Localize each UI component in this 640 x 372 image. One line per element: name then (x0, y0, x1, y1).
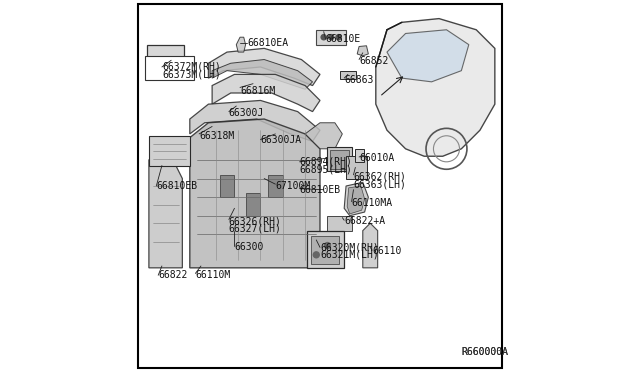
Text: 66822+A: 66822+A (344, 217, 385, 226)
Bar (312, 236, 339, 264)
Circle shape (321, 35, 326, 40)
Bar (220, 175, 234, 197)
Text: 66810EA: 66810EA (248, 38, 289, 48)
Text: 66373M(LH): 66373M(LH) (162, 70, 221, 79)
Polygon shape (236, 37, 246, 52)
Polygon shape (363, 223, 378, 268)
Text: 66300J: 66300J (229, 109, 264, 118)
Text: 66863: 66863 (344, 75, 374, 85)
Circle shape (336, 35, 341, 40)
Circle shape (324, 243, 330, 248)
Text: 66327(LH): 66327(LH) (229, 224, 282, 234)
Bar (149, 136, 190, 166)
Circle shape (314, 252, 319, 258)
Bar (340, 71, 356, 79)
Polygon shape (328, 216, 351, 231)
Polygon shape (347, 186, 365, 214)
Polygon shape (316, 30, 346, 45)
Bar (268, 175, 283, 197)
FancyBboxPatch shape (145, 56, 193, 80)
Polygon shape (387, 30, 468, 82)
Text: 66326(RH): 66326(RH) (229, 217, 282, 226)
Text: 66110MA: 66110MA (351, 198, 393, 208)
Bar (246, 193, 260, 216)
Text: 66810E: 66810E (326, 34, 361, 44)
Text: 66810EB: 66810EB (300, 185, 340, 195)
Text: 66321M(LH): 66321M(LH) (320, 250, 379, 260)
Polygon shape (149, 156, 182, 268)
Text: 66822: 66822 (158, 270, 188, 280)
Bar (346, 156, 367, 179)
Text: 66810EB: 66810EB (156, 181, 198, 191)
Polygon shape (344, 182, 369, 216)
Text: 66318M: 66318M (199, 131, 234, 141)
Polygon shape (305, 123, 342, 149)
Text: 66110: 66110 (372, 246, 401, 256)
Bar (328, 147, 351, 171)
Text: 66320M(RH): 66320M(RH) (320, 243, 379, 252)
Text: 66363(LH): 66363(LH) (353, 179, 406, 189)
Text: 66362(RH): 66362(RH) (353, 172, 406, 182)
Polygon shape (209, 48, 320, 86)
Text: 66895(LH): 66895(LH) (300, 164, 353, 174)
Polygon shape (376, 19, 495, 156)
Circle shape (328, 35, 334, 40)
Text: 66372M(RH): 66372M(RH) (162, 62, 221, 72)
Text: 66300JA: 66300JA (260, 135, 301, 144)
Text: R660000A: R660000A (461, 347, 508, 356)
Bar (330, 150, 349, 169)
Text: 66110M: 66110M (195, 270, 230, 280)
Text: 67100M: 67100M (275, 181, 310, 191)
Text: 66010A: 66010A (359, 153, 394, 163)
Bar (355, 149, 364, 162)
Text: 66894(RH): 66894(RH) (300, 157, 353, 167)
Text: 66852: 66852 (359, 57, 388, 66)
Polygon shape (212, 74, 320, 112)
Polygon shape (212, 60, 312, 89)
Text: 66300: 66300 (234, 243, 264, 252)
Text: R660000A: R660000A (461, 347, 508, 356)
Polygon shape (357, 46, 369, 56)
Polygon shape (190, 119, 320, 268)
Polygon shape (190, 100, 320, 141)
Polygon shape (151, 63, 162, 68)
Bar (147, 45, 184, 69)
Bar (307, 231, 344, 268)
Text: 66816M: 66816M (240, 86, 275, 96)
